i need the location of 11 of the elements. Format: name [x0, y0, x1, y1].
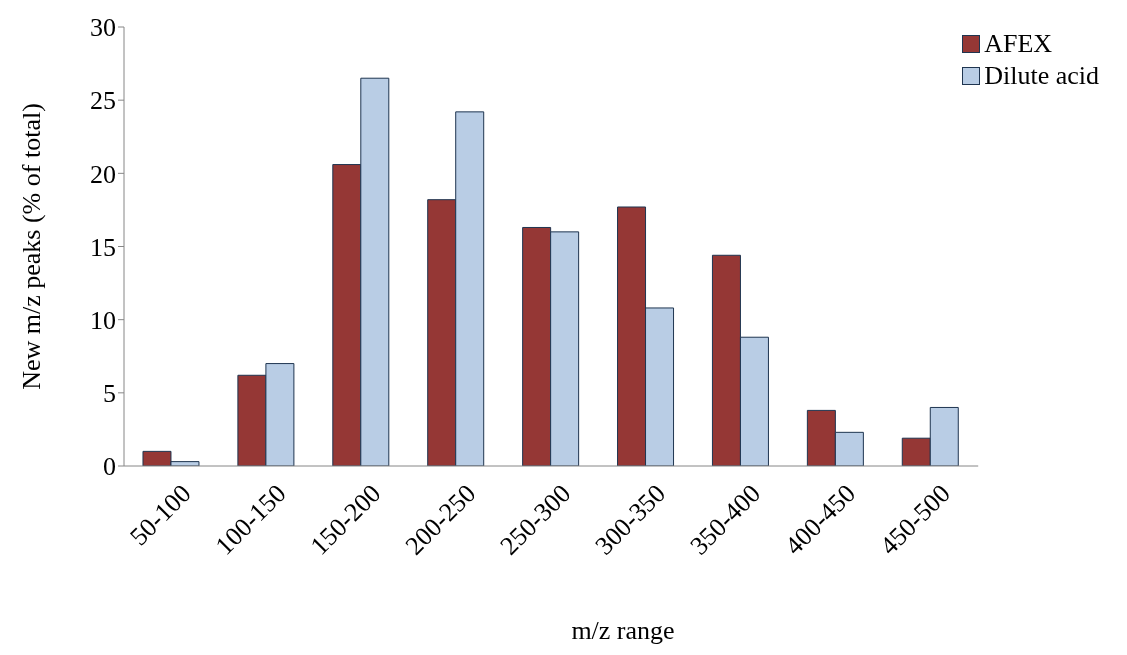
- y-tick-label: 30: [90, 13, 116, 43]
- legend-label: Dilute acid: [984, 60, 1099, 92]
- y-tick-label: 5: [103, 379, 116, 409]
- legend-label: AFEX: [984, 28, 1053, 60]
- y-tick-label: 10: [90, 305, 116, 335]
- y-tick-label: 20: [90, 159, 116, 189]
- y-axis-title: New m/z peaks (% of total): [17, 103, 47, 390]
- x-axis-title: m/z range: [570, 616, 676, 646]
- y-tick-label: 25: [90, 86, 116, 116]
- y-tick-label: 0: [103, 452, 116, 482]
- y-tick-label: 15: [90, 232, 116, 262]
